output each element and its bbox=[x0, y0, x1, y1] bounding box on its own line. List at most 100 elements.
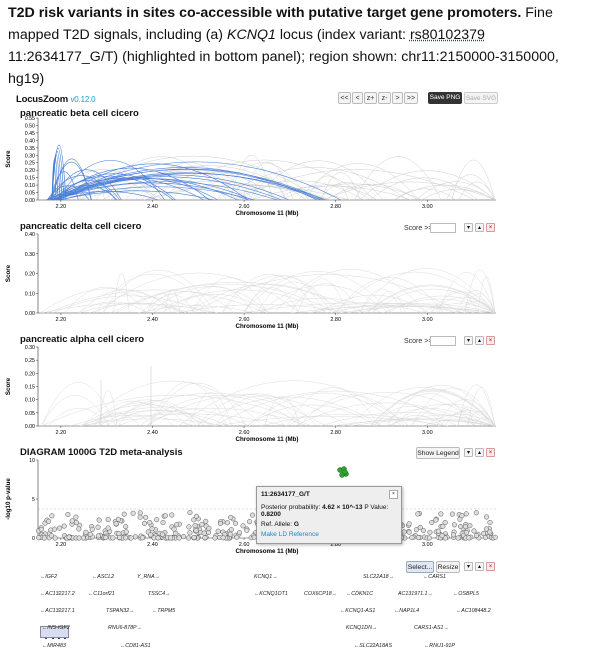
x-tick-label: 2.60 bbox=[239, 430, 250, 436]
x-tick-label: 3.00 bbox=[422, 204, 433, 210]
x-tick-label: 2.20 bbox=[56, 542, 67, 548]
gene-label[interactable]: TSSC4→ bbox=[148, 591, 171, 597]
gene-label[interactable]: ←AC108448.2 bbox=[456, 608, 491, 614]
gene-label[interactable]: Y_RNA→ bbox=[137, 574, 160, 580]
panel-down-button[interactable]: ▾ bbox=[464, 562, 473, 571]
gene-label[interactable]: COX6CP18→ bbox=[304, 591, 337, 597]
gwas-point bbox=[169, 512, 175, 518]
panel-title-gwas: DIAGRAM 1000G T2D meta-analysis bbox=[20, 447, 183, 458]
save-png-button[interactable]: Save PNG bbox=[428, 92, 462, 104]
gwas-point bbox=[52, 535, 58, 541]
gene-label[interactable]: ←KCNQ1OT1 bbox=[254, 591, 288, 597]
gwas-point bbox=[147, 519, 153, 526]
cicero-arc-grey bbox=[306, 175, 349, 201]
gwas-point bbox=[65, 511, 71, 518]
gwas-point bbox=[451, 522, 457, 528]
cicero-arc-grey bbox=[444, 411, 485, 427]
gene-label[interactable]: AC131971.1→ bbox=[398, 591, 433, 597]
nav-next-button[interactable]: > bbox=[392, 92, 403, 104]
save-svg-button[interactable]: Save SVG bbox=[464, 92, 498, 104]
panel-up-button[interactable]: ▴ bbox=[475, 336, 484, 345]
gwas-point bbox=[246, 519, 253, 525]
gene-label[interactable]: ←C11orf21 bbox=[88, 591, 115, 597]
make-ld-reference-link[interactable]: Make LD Reference bbox=[261, 531, 319, 538]
cicero-arc-grey bbox=[41, 394, 312, 427]
cicero-arc-grey bbox=[92, 402, 189, 427]
gene-label[interactable]: ←AC132217.2 bbox=[40, 591, 75, 597]
gene-label[interactable]: ←ASCL2 bbox=[92, 574, 115, 580]
cicero-arc-grey bbox=[369, 177, 478, 201]
panel-close-button[interactable]: × bbox=[486, 562, 495, 571]
panel-close-button[interactable]: × bbox=[486, 336, 495, 345]
gene-label[interactable]: ←NAP1L4 bbox=[394, 608, 420, 614]
zoom-out-button[interactable]: z- bbox=[378, 92, 391, 104]
cicero-arc-grey bbox=[94, 412, 141, 427]
locuszoom-brand: LocusZoom v0.12.0 bbox=[16, 94, 96, 105]
gene-label[interactable]: CARS1-AS1→ bbox=[414, 625, 449, 631]
gene-label[interactable]: ←MIR483 bbox=[42, 643, 66, 649]
cicero-arc-blue bbox=[56, 173, 327, 201]
panel-up-button[interactable]: ▴ bbox=[475, 562, 484, 571]
gwas-point bbox=[192, 523, 198, 529]
figure-caption: T2D risk variants in sites co-accessible… bbox=[8, 2, 588, 90]
gwas-point bbox=[193, 513, 199, 519]
gene-label[interactable]: SLC22A18→ bbox=[363, 574, 394, 580]
gwas-point bbox=[137, 510, 143, 516]
x-tick-label: 3.00 bbox=[422, 317, 433, 323]
gene-label[interactable]: ←SLC22A18AS bbox=[354, 643, 392, 649]
gene-label[interactable]: ←IGF2 bbox=[40, 574, 58, 580]
nav-last-button[interactable]: >> bbox=[404, 92, 418, 104]
gwas-point bbox=[409, 534, 415, 541]
cicero-arc-grey bbox=[464, 269, 496, 314]
x-tick-label: 2.20 bbox=[56, 317, 67, 323]
posterior-value: 4.62 × 10^-13 bbox=[322, 504, 363, 511]
panel-down-button[interactable]: ▾ bbox=[464, 223, 473, 232]
pvalue-value: 0.8200 bbox=[261, 511, 281, 518]
gene-label[interactable]: ←AC132217.1 bbox=[40, 608, 75, 614]
gwas-point bbox=[160, 519, 166, 526]
cicero-arc-blue bbox=[52, 161, 341, 201]
zoom-in-button[interactable]: z+ bbox=[364, 92, 377, 104]
gene-label[interactable]: TSPAN32→ bbox=[106, 608, 135, 614]
gwas-point bbox=[46, 518, 52, 524]
gwas-point bbox=[185, 535, 192, 541]
gwas-point bbox=[173, 522, 180, 528]
gene-label[interactable]: ←OSBPL5 bbox=[453, 591, 479, 597]
score-filter-input-delta[interactable] bbox=[430, 223, 456, 233]
show-legend-button[interactable]: Show Legend bbox=[416, 447, 460, 459]
panel-close-button[interactable]: × bbox=[486, 223, 495, 232]
resize-button[interactable]: Resize bbox=[436, 561, 460, 573]
close-icon[interactable]: × bbox=[389, 490, 398, 499]
gwas-point bbox=[473, 510, 479, 516]
select-button[interactable]: Select... bbox=[406, 561, 434, 573]
gene-label[interactable]: ←CDKN1C bbox=[346, 591, 374, 597]
gene-label[interactable]: ←KCNQ1-AS1 bbox=[340, 608, 376, 614]
cicero-arc-blue bbox=[53, 191, 159, 201]
gene-label[interactable]: KCNQ1→ bbox=[254, 574, 278, 580]
panel-down-button[interactable]: ▾ bbox=[464, 448, 473, 457]
gene-label[interactable]: ←RNU1-91P bbox=[424, 643, 455, 649]
cicero-arc-grey bbox=[192, 274, 462, 314]
nav-first-button[interactable]: << bbox=[338, 92, 351, 104]
cicero-arc-grey bbox=[242, 271, 392, 314]
gene-label[interactable]: KCNQ1DN→ bbox=[346, 625, 378, 631]
gene-label[interactable]: ←INS-IGF2 bbox=[42, 625, 70, 631]
panel-up-button[interactable]: ▴ bbox=[475, 448, 484, 457]
cicero-arc-grey bbox=[438, 272, 496, 314]
gene-label[interactable]: ←CD81-AS1 bbox=[120, 643, 151, 649]
gene-label[interactable]: RNU6-878P→ bbox=[108, 625, 142, 631]
panel-down-button[interactable]: ▾ bbox=[464, 336, 473, 345]
nav-prev-button[interactable]: < bbox=[352, 92, 363, 104]
gwas-point bbox=[95, 533, 101, 539]
cicero-arc-grey bbox=[113, 400, 201, 427]
cicero-arc-grey bbox=[195, 396, 383, 427]
cicero-arc-grey bbox=[358, 268, 496, 314]
cicero-arc-grey bbox=[393, 188, 457, 201]
panel-close-button[interactable]: × bbox=[486, 448, 495, 457]
panel-up-button[interactable]: ▴ bbox=[475, 223, 484, 232]
score-filter-input-alpha[interactable] bbox=[430, 336, 456, 346]
gene-label[interactable]: ←TRPM5 bbox=[152, 608, 176, 614]
gene-label[interactable]: ←CARS1 bbox=[423, 574, 446, 580]
pvalue-label: P Value: bbox=[362, 504, 389, 511]
x-tick-label: 2.80 bbox=[330, 204, 341, 210]
